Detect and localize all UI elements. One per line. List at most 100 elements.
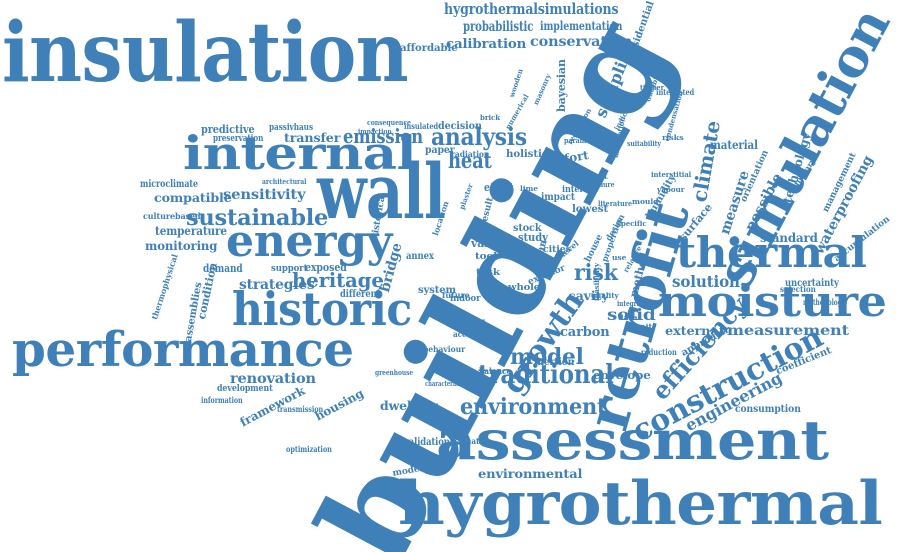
word-heat: heat [448,148,492,174]
word-calibration: calibration [446,37,527,52]
word-development: development [217,384,273,394]
word-characterizing: characterizing [425,379,468,388]
word-inertion: inertion [534,357,575,368]
word-impact: impact [541,192,575,203]
word-vapour: vapour [657,185,685,194]
word-interstitial: interstitial [651,170,692,179]
word-energy: energy [226,216,392,267]
word-study: study [518,231,548,244]
word-whole: whole [508,283,540,293]
word-environmental: environmental [478,467,583,481]
word-making: making [455,316,486,326]
word-monitoring: monitoring [145,239,218,253]
word-paper: paper [425,145,455,156]
word-decision: decision [438,121,482,132]
word-methodology: methodology [803,297,846,307]
word-passivhaus: passivhaus [269,123,313,133]
word-climate: climate [687,118,725,204]
word-integrated: integrated [656,87,695,97]
word-quality: quality [591,291,619,300]
word-risk: risk [574,260,618,286]
word-reduction: reduction [641,347,677,357]
word-brick: brick [480,113,501,122]
word-interior: interior [562,185,597,195]
word-probabilistic: probabilistic [463,19,534,35]
word-tool: tool [475,252,498,262]
word-conservation: conservation [530,34,633,50]
word-specific: specific [617,219,647,228]
word-data: data [618,313,638,322]
word-literature: literature [598,199,632,208]
word-radiation: radiation [451,149,490,159]
word-indoor: indoor [450,294,481,304]
word-performance: performance [12,322,354,378]
word-different: different [340,289,381,300]
word-temperature: temperature [155,224,227,238]
word-predictive: predictive [201,123,255,136]
word-optimization: optimization [286,444,332,454]
word-carbon: carbon [560,325,610,340]
word-microclimate: microclimate [140,179,198,190]
word-thermophysical: thermophysical [149,252,180,321]
word-system: system [418,285,457,296]
word-procedure: procedure [580,180,615,189]
word-stone: stone [548,213,571,222]
word-hygrothermalsimulations: hygrothermalsimulations [444,0,619,18]
word-model: model [510,344,584,370]
word-heritage: heritage [292,268,384,292]
word-validation: validation [404,437,450,448]
word-account: account [453,329,486,339]
word-use: use [612,253,627,262]
word-envelope: envelope [593,369,651,382]
word-dwelling: dwelling [380,399,439,413]
word-analysis: analysis [431,122,527,151]
word-transmission: transmission [277,404,324,414]
word-sustainable: sustainable [186,205,329,231]
word-emission: emission [343,124,423,148]
word-balance: balance [479,366,512,376]
word-consequence: consequence [367,118,411,127]
word-annex: annex [406,251,434,262]
word-insulation: insulation [2,5,409,101]
word-strategies: strategies [239,277,315,293]
word-solution: solution [672,272,740,291]
word-hygrothermal: hygrothermal [398,469,883,539]
word-stock: stock [513,223,542,234]
word-greenhouse: greenhouse [375,368,414,377]
word-thermal: thermal [676,228,867,277]
word-preservation: preservation [213,134,264,144]
word-sensitivity: sensitivity [223,187,306,203]
word-transfer: transfer [284,131,341,145]
word-historic: historic [232,282,412,336]
word-holistic: holistic [506,149,548,160]
word-evaluation: evaluation [450,436,493,446]
word-exposed: exposed [305,261,347,274]
word-impaction: impaction [358,127,392,136]
word-risks: risks [662,133,684,142]
word-architectural: architectural [262,177,307,186]
word-traditional: traditional [478,360,614,390]
word-renovation: renovation [230,371,316,387]
word-assessment: assessment [436,408,829,472]
word-cities: cities [543,245,571,255]
word-cavity: cavity [568,289,609,303]
word-lowest: lowest [572,204,609,215]
word-solid: solid [607,305,656,324]
word-built: built [497,291,519,301]
word-compatible: compatible [154,191,232,205]
word-suitability: suitability [627,139,661,148]
word-future: future [442,290,470,300]
word-culturebased: culturebased [143,211,201,221]
word-parameter: parameter [564,136,601,145]
word-mould: mould [632,197,659,206]
word-wall: wall [317,147,446,236]
word-unit: unit [634,322,653,331]
word-retrofitting: retrofitting [604,49,650,59]
word-task: task [476,268,500,278]
word-consumption: consumption [735,404,801,415]
word-information: information [201,395,243,405]
word-lime: lime [520,184,538,193]
word-environment: environment [460,394,607,420]
word-present: present [574,172,608,182]
